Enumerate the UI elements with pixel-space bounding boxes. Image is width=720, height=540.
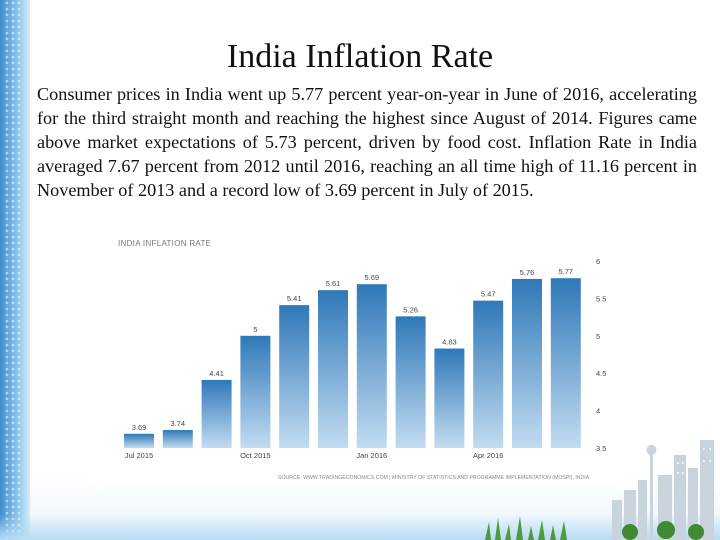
slide-title: India Inflation Rate (226, 38, 494, 75)
bar-may-2016 (512, 278, 542, 448)
city-skyline-decor (612, 440, 714, 540)
y-tick-label: 5.5 (596, 294, 606, 303)
value-label: 5.76 (520, 268, 535, 277)
bar-jan-2016 (356, 284, 387, 448)
value-label: 5.41 (287, 294, 302, 303)
y-tick-label: 6 (596, 257, 600, 266)
bottom-decor-band (0, 514, 720, 540)
bar-feb-2016 (395, 316, 426, 448)
x-tick-label: Apr 2016 (473, 451, 503, 460)
left-decor-dots (4, 0, 22, 540)
bar-sep-2015 (201, 379, 232, 448)
y-tick-label: 4 (596, 407, 600, 416)
value-label: 3.69 (132, 423, 147, 432)
value-label: 5.61 (326, 279, 341, 288)
slide-paragraph: Consumer prices in India went up 5.77 pe… (37, 84, 697, 200)
bar-aug-2015 (162, 430, 193, 448)
bar-apr-2016 (473, 300, 504, 448)
value-label: 5 (253, 325, 257, 334)
inflation-bar-chart: INDIA INFLATION RATE 3.69 3.74 4.41 5 5.41 5.… (118, 239, 606, 481)
bar-dec-2015 (318, 290, 348, 448)
y-tick-label: 3.5 (596, 444, 606, 453)
value-label: 4.41 (209, 369, 224, 378)
bar-oct-2015 (240, 335, 271, 448)
bar-mar-2016 (434, 348, 465, 448)
value-label: 5.47 (481, 290, 496, 299)
x-tick-label: Oct 2015 (240, 451, 270, 460)
chart-container: INDIA INFLATION RATE 3.69 3.74 4.41 5 5.41 5.… (88, 231, 634, 487)
y-tick-label: 5 (596, 332, 600, 341)
value-label: 5.69 (364, 273, 379, 282)
grass-decor (485, 516, 567, 540)
x-tick-label: Jan 2016 (356, 451, 387, 460)
bar-jul-2015 (124, 433, 154, 448)
bar-jun-2016 (550, 278, 581, 448)
value-label: 5.77 (558, 267, 573, 276)
value-label: 5.26 (403, 305, 418, 314)
value-label: 4.83 (442, 338, 457, 347)
chart-title: INDIA INFLATION RATE (118, 239, 211, 248)
left-decor-strip (0, 0, 30, 540)
bar-nov-2015 (279, 305, 310, 448)
x-tick-label: Jul 2015 (125, 451, 153, 460)
y-tick-label: 4.5 (596, 369, 606, 378)
chart-source: SOURCE: WWW.TRADINGECONOMICS.COM | MINIS… (278, 475, 590, 481)
value-label: 3.74 (170, 419, 185, 428)
